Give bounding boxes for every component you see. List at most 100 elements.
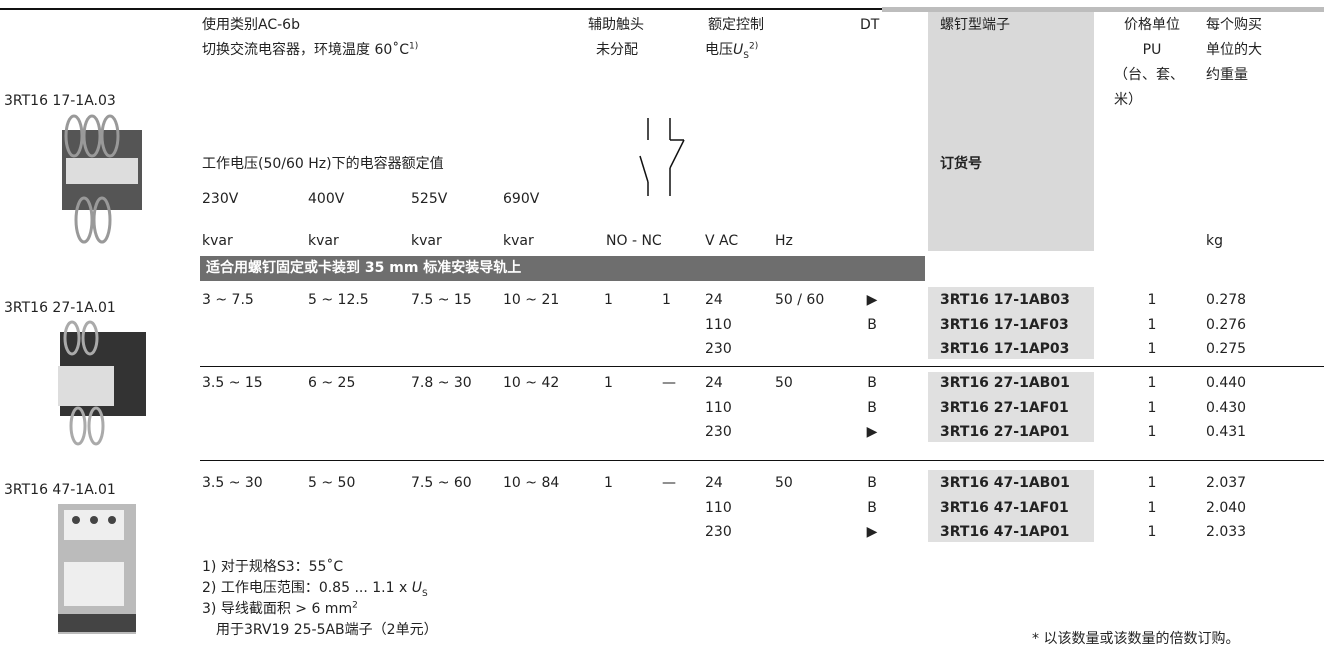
subscript: S: [421, 588, 428, 599]
voltage-cell: 230: [705, 341, 732, 357]
text: 用于3RV19 25-5AB端子（2单元）: [216, 622, 438, 638]
header-text: 额定控制: [708, 17, 764, 33]
order-number: 3RT16 17-1AP03: [940, 341, 1070, 357]
top-rule-gray: [882, 7, 1324, 12]
variable: U: [733, 42, 744, 58]
hz-cell: 50: [775, 375, 793, 391]
kvar-cell: 5 ~ 12.5: [308, 292, 369, 308]
voltage-cell: 110: [705, 499, 732, 516]
voltage-cell: 24: [705, 375, 723, 391]
dt-cell: B: [867, 375, 877, 391]
header-text: kg: [1206, 233, 1223, 249]
order-header-bg: [928, 12, 1094, 251]
header-text: 工作电压(50/60 Hz)下的电容器额定值: [202, 156, 444, 172]
header-text: 未分配: [596, 42, 638, 58]
footnote: 用于3RV19 25-5AB端子（2单元）: [216, 621, 438, 639]
pu-cell: 1: [1147, 316, 1157, 333]
header-text: 690V: [503, 191, 540, 207]
header-text: kvar: [411, 233, 442, 249]
header-text: 230V: [202, 191, 239, 207]
kvar-cell: 3.5 ~ 30: [202, 475, 263, 491]
pu-cell: 1: [1147, 499, 1157, 516]
header-text: kvar: [202, 233, 233, 249]
order-number: 3RT16 27-1AP01: [940, 424, 1070, 440]
voltage-cell: 110: [705, 399, 732, 416]
order-number: 3RT16 47-1AP01: [940, 524, 1070, 540]
kvar-cell: 7.5 ~ 60: [411, 475, 472, 491]
superscript: 1): [409, 41, 419, 52]
header-text: PU: [1142, 42, 1162, 58]
header-text: 400V: [308, 191, 345, 207]
group-rule: [200, 460, 1324, 461]
no-cell: 1: [604, 292, 613, 308]
order-note: * 以该数量或该数量的倍数订购。: [1032, 631, 1240, 647]
no-cell: 1: [604, 375, 613, 391]
order-number: 3RT16 27-1AB01: [940, 375, 1070, 391]
header-text: Hz: [775, 233, 793, 249]
product-label: 3RT16 17-1A.03: [4, 93, 116, 109]
kvar-cell: 10 ~ 84: [503, 475, 560, 491]
product-image: [58, 504, 136, 634]
order-bg: [928, 287, 1094, 359]
weight-cell: 0.278: [1206, 292, 1247, 308]
superscript: 2): [748, 41, 759, 52]
order-number: 3RT16 17-1AB03: [940, 292, 1070, 308]
header-text: V AC: [705, 233, 739, 249]
voltage-cell: 110: [705, 316, 732, 333]
order-number: 3RT16 47-1AB01: [940, 475, 1070, 491]
weight-cell: 2.040: [1206, 499, 1247, 516]
product-label: 3RT16 47-1A.01: [4, 482, 116, 498]
header-text: 使用类别AC-6b: [202, 17, 300, 33]
weight-cell: 2.037: [1206, 475, 1247, 491]
header-text: NO - NC: [606, 233, 662, 249]
header-text: 订货号: [940, 156, 982, 172]
header-text: kvar: [308, 233, 339, 249]
text: 切换交流电容器，环境温度 60˚C: [202, 42, 410, 58]
header-text: 每个购买: [1206, 17, 1262, 33]
header-text: 约重量: [1206, 67, 1248, 83]
no-cell: 1: [604, 475, 613, 491]
order-number: 3RT16 27-1AF01: [940, 399, 1069, 416]
hz-cell: 50 / 60: [775, 292, 825, 308]
order-bg: [928, 372, 1094, 442]
weight-cell: 0.276: [1206, 316, 1247, 333]
weight-cell: 2.033: [1206, 524, 1247, 540]
header-text: DT: [860, 17, 880, 33]
dt-cell: ▶: [866, 424, 878, 440]
dt-cell: B: [867, 399, 877, 416]
header-text: 螺钉型端子: [940, 17, 1010, 33]
kvar-cell: 10 ~ 42: [503, 375, 560, 391]
superscript: 2: [352, 600, 358, 611]
product-image: [58, 320, 146, 446]
pu-cell: 1: [1147, 292, 1157, 308]
pu-cell: 1: [1147, 399, 1157, 416]
kvar-cell: 3.5 ~ 15: [202, 375, 263, 391]
voltage-cell: 24: [705, 292, 723, 308]
kvar-cell: 5 ~ 50: [308, 475, 356, 491]
hz-cell: 50: [775, 475, 793, 491]
nc-cell: —: [662, 475, 676, 491]
header-text: 价格单位: [1124, 17, 1180, 33]
subscript: S: [743, 50, 749, 61]
voltage-cell: 230: [705, 424, 732, 440]
nc-cell: —: [662, 375, 676, 391]
weight-cell: 0.431: [1206, 424, 1247, 440]
pu-cell: 1: [1147, 524, 1157, 540]
pu-cell: 1: [1147, 424, 1157, 440]
footnote: 1) 对于规格S3：55˚C: [202, 558, 343, 576]
text: 1) 对于规格S3：55˚C: [202, 559, 344, 575]
dt-cell: ▶: [866, 524, 878, 540]
section-bar: [200, 256, 925, 281]
dt-cell: ▶: [866, 292, 878, 308]
variable: U: [411, 580, 422, 596]
text: 3) 导线截面积 > 6 mm: [202, 601, 353, 617]
header-text: 单位的大: [1206, 42, 1262, 58]
footnote: 3) 导线截面积 > 6 mm2: [202, 600, 358, 618]
weight-cell: 0.430: [1206, 399, 1247, 416]
weight-cell: 0.275: [1206, 341, 1247, 357]
header-text: （台、套、: [1114, 67, 1184, 83]
header-text: 米）: [1114, 92, 1142, 108]
kvar-cell: 7.5 ~ 15: [411, 292, 472, 308]
text: 2) 工作电压范围：0.85 ... 1.1 x: [202, 580, 412, 596]
